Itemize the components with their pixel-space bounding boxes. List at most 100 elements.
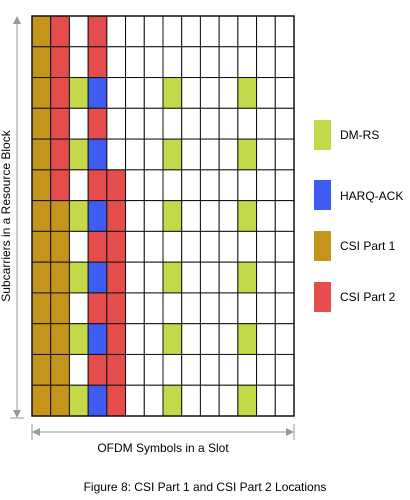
grid-cell-r7-c2	[68, 230, 89, 263]
grid-cell-r7-c1-csi1	[50, 230, 70, 263]
grid-cell-r11-c0-csi1	[31, 353, 52, 386]
grid-cell-r1-c4	[106, 46, 127, 79]
grid-cell-r5-c2	[68, 169, 89, 202]
grid-cell-r7-c9	[199, 230, 220, 263]
grid-cell-r12-c0-csi1	[31, 384, 52, 417]
legend-swatch-csi-part-1	[314, 231, 331, 261]
grid-cell-r4-c4	[106, 138, 127, 171]
grid-cell-r3-c9	[199, 107, 220, 140]
grid-cell-r0-c7	[162, 15, 183, 48]
grid-cell-r4-c8	[181, 138, 201, 171]
grid-cell-r10-c1-csi1	[50, 323, 70, 355]
grid-cell-r8-c4-csi2	[106, 261, 127, 294]
grid-cell-r8-c2-dmrs	[68, 261, 89, 294]
grid-cell-r3-c1-csi2	[50, 107, 70, 140]
grid-cell-r9-c4-csi2	[106, 292, 127, 325]
grid-cell-r0-c4	[106, 15, 127, 48]
legend-swatch-csi-part-2	[314, 282, 331, 312]
grid-cell-r0-c1-csi2	[50, 15, 70, 48]
grid-cell-r8-c10	[218, 261, 239, 294]
grid-cell-r5-c10	[218, 169, 239, 202]
grid-cell-r7-c7	[162, 230, 183, 263]
grid-cell-r5-c5	[125, 169, 145, 202]
grid-cell-r11-c2	[68, 353, 89, 386]
figure-caption: Figure 8: CSI Part 1 and CSI Part 2 Loca…	[83, 480, 327, 494]
grid-cell-r1-c10	[218, 46, 239, 79]
grid-cell-r6-c12	[256, 200, 276, 232]
y-axis-label: Subcarriers in a Resource Block	[0, 130, 13, 302]
grid-cell-r6-c6	[143, 200, 164, 232]
grid-cell-r9-c11	[237, 292, 258, 325]
grid-cell-r1-c8	[181, 46, 201, 79]
grid-cell-r2-c13	[274, 77, 295, 109]
grid-cell-r8-c6	[143, 261, 164, 294]
grid-cell-r3-c5	[125, 107, 145, 140]
grid-cell-r1-c7	[162, 46, 183, 79]
grid-cell-r2-c1-csi2	[50, 77, 70, 109]
grid-cell-r9-c3-csi2	[87, 292, 108, 325]
grid-cell-r0-c13	[274, 15, 295, 48]
grid-cell-r6-c3-harq	[87, 200, 108, 232]
grid-cell-r8-c1-csi1	[50, 261, 70, 294]
grid-cell-r11-c8	[181, 353, 201, 386]
grid-cell-r8-c11-dmrs	[237, 261, 258, 294]
grid-cell-r6-c2-dmrs	[68, 200, 89, 232]
grid-cell-r7-c0-csi1	[31, 230, 52, 263]
grid-cell-r4-c5	[125, 138, 145, 171]
grid-cell-r7-c6	[143, 230, 164, 263]
grid-cell-r9-c9	[199, 292, 220, 325]
grid-cell-r2-c4	[106, 77, 127, 109]
grid-cell-r6-c13	[274, 200, 295, 232]
grid-cell-r8-c0-csi1	[31, 261, 52, 294]
grid-cell-r6-c0-csi1	[31, 200, 52, 232]
grid-cell-r8-c13	[274, 261, 295, 294]
legend-label-csi-part-2: CSI Part 2	[340, 290, 396, 304]
grid-cell-r11-c1-csi1	[50, 353, 70, 386]
grid-cell-r6-c10	[218, 200, 239, 232]
grid-cell-r12-c10	[218, 384, 239, 417]
grid-cell-r6-c5	[125, 200, 145, 232]
grid-cell-r9-c10	[218, 292, 239, 325]
grid-cell-r0-c11	[237, 15, 258, 48]
grid-cell-r4-c12	[256, 138, 276, 171]
grid-cell-r0-c8	[181, 15, 201, 48]
grid-cell-r10-c0-csi1	[31, 323, 52, 355]
grid-cell-r5-c13	[274, 169, 295, 202]
grid-cell-r9-c5	[125, 292, 145, 325]
grid-cell-r5-c9	[199, 169, 220, 202]
grid-cell-r1-c12	[256, 46, 276, 79]
grid-cell-r12-c11-dmrs	[237, 384, 258, 417]
grid-cell-r2-c12	[256, 77, 276, 109]
grid-cell-r3-c0-csi1	[31, 107, 52, 140]
grid-cell-r12-c5	[125, 384, 145, 417]
grid-cell-r9-c7	[162, 292, 183, 325]
grid-cell-r9-c8	[181, 292, 201, 325]
grid-cell-r0-c6	[143, 15, 164, 48]
grid-cell-r12-c6	[143, 384, 164, 417]
grid-cell-r2-c11-dmrs	[237, 77, 258, 109]
grid-cell-r4-c3-harq	[87, 138, 108, 171]
grid-cell-r0-c3-csi2	[87, 15, 108, 48]
grid-cell-r2-c0-csi1	[31, 77, 52, 109]
grid-cell-r8-c12	[256, 261, 276, 294]
grid-cell-r0-c10	[218, 15, 239, 48]
legend-label-csi-part-1: CSI Part 1	[340, 239, 396, 253]
grid-cell-r4-c6	[143, 138, 164, 171]
grid-cell-r11-c6	[143, 353, 164, 386]
grid-cell-r3-c8	[181, 107, 201, 140]
grid-cell-r9-c2	[68, 292, 89, 325]
grid-cell-r4-c1-csi2	[50, 138, 70, 171]
grid-cell-r3-c12	[256, 107, 276, 140]
grid-cell-r2-c10	[218, 77, 239, 109]
grid-cell-r2-c2-dmrs	[68, 77, 89, 109]
legend-label-harq: HARQ-ACK	[340, 189, 404, 203]
grid-cell-r9-c13	[274, 292, 295, 325]
grid-cell-r12-c7-dmrs	[162, 384, 183, 417]
grid-cell-r3-c4	[106, 107, 127, 140]
grid-cell-r4-c9	[199, 138, 220, 171]
grid-cell-r2-c7-dmrs	[162, 77, 183, 109]
x-axis-label: OFDM Symbols in a Slot	[97, 441, 229, 455]
grid-cell-r11-c3-csi2	[87, 353, 108, 386]
grid-cell-r6-c9	[199, 200, 220, 232]
